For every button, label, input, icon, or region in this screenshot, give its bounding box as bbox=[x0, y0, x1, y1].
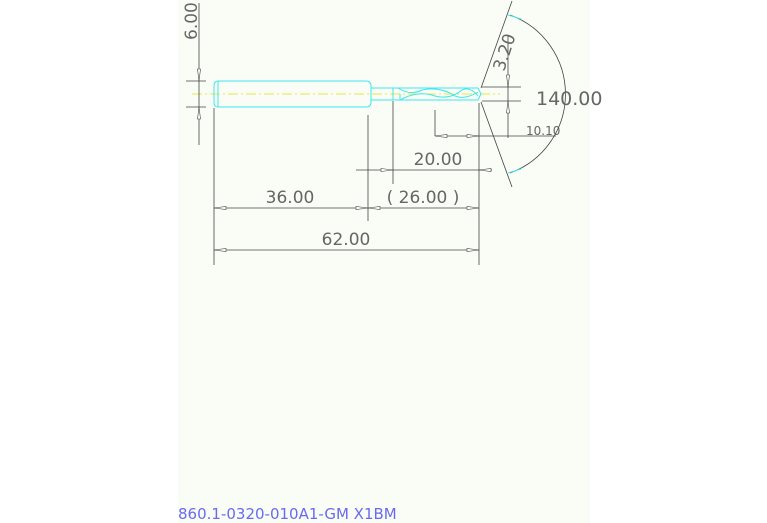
shank-outline bbox=[213, 80, 372, 108]
dim-label-tip-length: 10.10 bbox=[526, 124, 560, 138]
dim-label-neck-length: ( 26.00 ) bbox=[387, 188, 460, 208]
dim-overall-length: 62.00 bbox=[213, 230, 480, 252]
flute-helix-2 bbox=[399, 88, 479, 101]
dim-label-flute-length: 20.00 bbox=[414, 150, 463, 170]
dim-flute-length: 20.00 bbox=[356, 150, 492, 172]
dim-label-shank-diameter: 6.00 bbox=[182, 2, 202, 40]
dim-neck-length: ( 26.00 ) bbox=[367, 188, 480, 210]
drawing-sheet bbox=[178, 0, 590, 523]
dim-shank-diameter: 6.00 bbox=[182, 2, 206, 145]
flute-outline bbox=[393, 87, 482, 101]
part-number: 860.1-0320-010A1-GM X1BM bbox=[178, 505, 397, 523]
dim-label-shank-length: 36.00 bbox=[266, 188, 315, 208]
dim-label-point-angle: 140.00 bbox=[536, 88, 602, 110]
dim-drill-diameter: 3.20 bbox=[482, 31, 521, 138]
dim-shank-length: 36.00 bbox=[213, 188, 369, 210]
dim-label-drill-diameter: 3.20 bbox=[490, 31, 521, 73]
dim-point-angle: 140.00 bbox=[480, 0, 602, 188]
neck-outline bbox=[370, 87, 394, 101]
dim-tip-length: 10.10 bbox=[434, 110, 560, 138]
dim-label-overall-length: 62.00 bbox=[322, 230, 371, 250]
flute-helix-1 bbox=[397, 87, 479, 98]
drill-tool bbox=[213, 80, 482, 108]
